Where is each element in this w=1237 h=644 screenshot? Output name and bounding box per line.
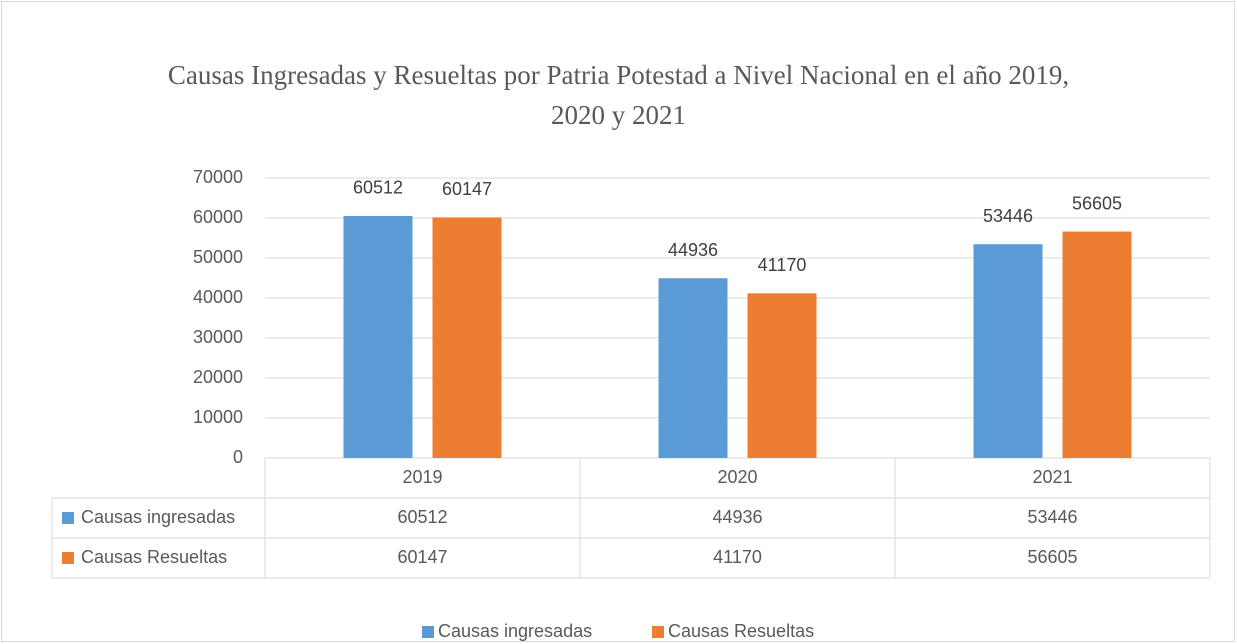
y-tick-label: 0 — [233, 447, 243, 467]
y-tick-label: 70000 — [193, 167, 243, 187]
table-cell: 56605 — [1027, 547, 1077, 567]
y-tick-label: 60000 — [193, 207, 243, 227]
y-tick-label: 20000 — [193, 367, 243, 387]
legend-label: Causas ingresadas — [438, 621, 592, 641]
legend-label: Causas Resueltas — [668, 621, 814, 641]
data-label: 60512 — [353, 178, 403, 198]
x-tick-label: 2019 — [402, 467, 442, 487]
y-tick-label: 50000 — [193, 247, 243, 267]
table-cell: 60512 — [397, 507, 447, 527]
table-cell: 44936 — [712, 507, 762, 527]
table-cell: 41170 — [713, 547, 762, 567]
legend-key — [422, 626, 434, 638]
bar — [432, 217, 502, 458]
bar — [1062, 231, 1132, 458]
table-cell: 60147 — [397, 547, 447, 567]
table-legend-key — [62, 512, 74, 524]
data-label: 60147 — [442, 179, 492, 199]
bar — [973, 244, 1043, 458]
table-row-label: Causas Resueltas — [81, 547, 227, 567]
table-cell: 53446 — [1027, 507, 1077, 527]
data-label: 41170 — [758, 255, 807, 275]
data-label: 56605 — [1072, 193, 1122, 213]
y-tick-label: 10000 — [193, 407, 243, 427]
y-tick-label: 40000 — [193, 287, 243, 307]
x-tick-label: 2020 — [717, 467, 757, 487]
y-tick-label: 30000 — [193, 327, 243, 347]
legend-key — [652, 626, 664, 638]
data-label: 53446 — [983, 206, 1033, 226]
bar — [747, 293, 817, 458]
bar — [343, 215, 413, 458]
x-tick-label: 2021 — [1032, 467, 1072, 487]
chart-title: Causas Ingresadas y Resueltas por Patria… — [167, 60, 1070, 130]
table-legend-key — [62, 552, 74, 564]
table-row-label: Causas ingresadas — [81, 507, 235, 527]
bar — [658, 278, 728, 458]
data-label: 44936 — [668, 240, 718, 260]
